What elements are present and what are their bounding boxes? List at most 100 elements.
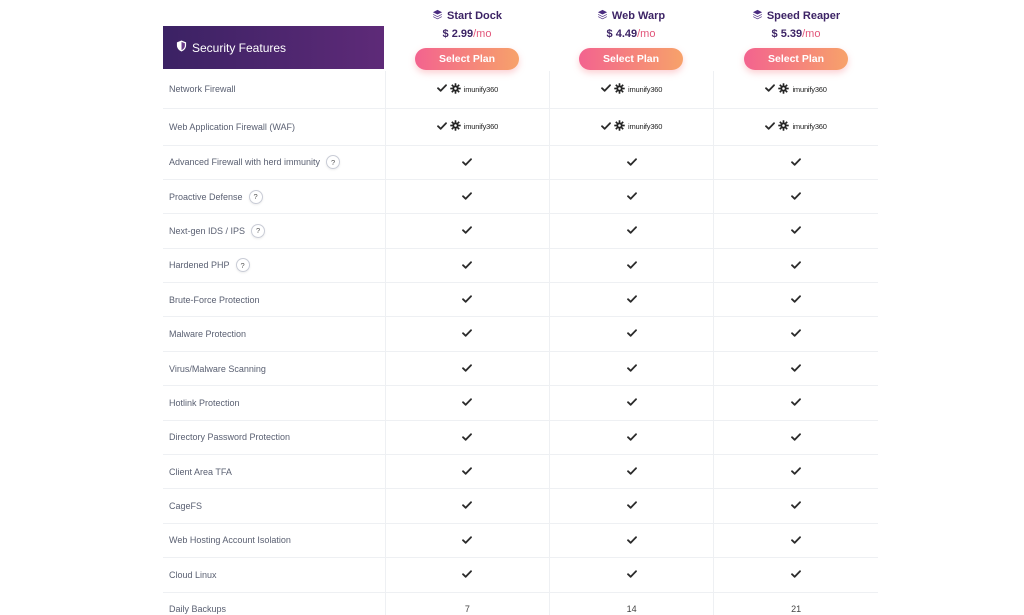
check-icon	[462, 501, 473, 511]
check-icon	[601, 84, 611, 94]
check-icon	[791, 432, 802, 443]
layers-icon	[432, 9, 443, 23]
feature-label: Virus/Malware Scanning	[169, 363, 266, 374]
select-plan-button[interactable]: Select Plan	[744, 48, 848, 70]
imunify-logo-text: imunify360	[463, 84, 499, 94]
check-icon	[791, 329, 802, 339]
imunify-logo-text: imunify360	[792, 84, 827, 94]
check-icon	[462, 295, 473, 305]
feature-label: Web Hosting Account Isolation	[169, 535, 291, 546]
check-icon	[791, 364, 802, 374]
plan-header-start-dock: Start Dock $ 2.99/mo Select Plan	[385, 8, 549, 70]
plan-value-cell	[385, 454, 551, 490]
feature-cell: Directory Password Protection	[163, 420, 386, 456]
help-tooltip-icon[interactable]: ?	[248, 189, 263, 204]
plan-value-cell	[385, 523, 551, 559]
section-title: Security Features	[192, 40, 287, 55]
backup-count: 14	[626, 604, 637, 615]
feature-label: Brute-Force Protection	[169, 294, 260, 305]
check-icon	[791, 226, 802, 236]
feature-label: Malware Protection	[169, 329, 247, 340]
table-row: Directory Password Protection	[163, 420, 878, 456]
imunify360-badge: imunify360	[601, 83, 662, 96]
help-tooltip-icon[interactable]: ?	[235, 258, 250, 273]
plan-value-cell	[385, 213, 551, 249]
check-icon	[791, 295, 802, 305]
check-icon	[436, 121, 447, 132]
check-icon	[462, 536, 473, 546]
plan-value-cell	[385, 557, 551, 593]
imunify-logo-text: imunify360	[627, 84, 663, 94]
table-row: CageFS	[163, 488, 878, 524]
plan-value-cell	[713, 557, 878, 593]
feature-cell: Client Area TFA	[163, 454, 386, 490]
plan-value-cell	[385, 316, 551, 352]
table-row: Hardened PHP?	[163, 248, 878, 284]
plan-value-cell	[549, 282, 715, 318]
feature-cell: Daily Backups	[163, 592, 386, 615]
check-icon	[791, 192, 802, 202]
plan-value-cell: 21	[713, 592, 878, 615]
check-icon	[626, 260, 637, 271]
check-icon	[462, 226, 473, 236]
check-icon	[791, 467, 802, 477]
security-features-header: Security Features	[163, 26, 384, 69]
table-row: Proactive Defense?	[163, 179, 878, 215]
feature-cell: Proactive Defense?	[163, 179, 386, 215]
check-icon	[791, 398, 802, 408]
plan-name: Web Warp	[611, 10, 666, 22]
feature-cell: Web Application Firewall (WAF)	[163, 108, 386, 146]
check-icon	[626, 536, 637, 546]
backup-count: 21	[791, 604, 802, 615]
table-row: Malware Protection	[163, 316, 878, 352]
table-row: Web Hosting Account Isolation	[163, 523, 878, 559]
shield-icon	[176, 40, 187, 55]
table-row: Network Firewall imunify360 imunify360 i…	[163, 71, 878, 109]
plan-value-cell	[713, 488, 878, 524]
plan-value-cell	[713, 523, 878, 559]
imunify360-badge: imunify360	[436, 83, 499, 96]
table-row: Web Application Firewall (WAF) imunify36…	[163, 108, 878, 146]
select-plan-button[interactable]: Select Plan	[579, 48, 683, 70]
backup-count: 7	[464, 604, 470, 615]
check-icon	[462, 398, 473, 408]
imunify360-badge: imunify360	[436, 120, 498, 133]
check-icon	[626, 467, 637, 477]
plan-value-cell: 7	[385, 592, 551, 615]
check-icon	[626, 364, 637, 374]
check-icon	[462, 364, 473, 374]
plan-value-cell	[713, 351, 878, 387]
check-icon	[791, 536, 802, 546]
plan-value-cell	[385, 351, 551, 387]
plan-value-cell: imunify360	[385, 108, 551, 146]
gear-icon	[614, 83, 625, 96]
help-tooltip-icon[interactable]: ?	[251, 223, 266, 238]
check-icon	[791, 157, 802, 168]
check-icon	[765, 84, 776, 94]
check-icon	[462, 467, 473, 477]
check-icon	[462, 260, 473, 271]
plan-header-web-warp: Web Warp $ 4.49/mo Select Plan	[549, 8, 713, 70]
select-plan-button[interactable]: Select Plan	[415, 48, 519, 70]
plan-value-cell	[549, 351, 715, 387]
plan-value-cell	[713, 420, 878, 456]
check-icon	[626, 432, 637, 443]
feature-label: Next-gen IDS / IPS	[169, 225, 246, 236]
gear-icon	[778, 83, 790, 96]
plan-value-cell	[549, 385, 715, 421]
check-icon	[626, 157, 637, 168]
plan-value-cell	[385, 282, 551, 318]
feature-label: Hotlink Protection	[169, 397, 240, 408]
plan-value-cell	[549, 420, 715, 456]
plan-value-cell	[549, 454, 715, 490]
check-icon	[626, 226, 637, 236]
plan-value-cell	[549, 557, 715, 593]
plan-name: Speed Reaper	[766, 10, 841, 22]
plan-value-cell	[385, 385, 551, 421]
table-row: Next-gen IDS / IPS?	[163, 213, 878, 249]
plan-value-cell	[713, 454, 878, 490]
feature-label: Proactive Defense	[169, 191, 243, 202]
feature-cell: Hotlink Protection	[163, 385, 386, 421]
help-tooltip-icon[interactable]: ?	[326, 155, 341, 170]
check-icon	[791, 260, 802, 271]
